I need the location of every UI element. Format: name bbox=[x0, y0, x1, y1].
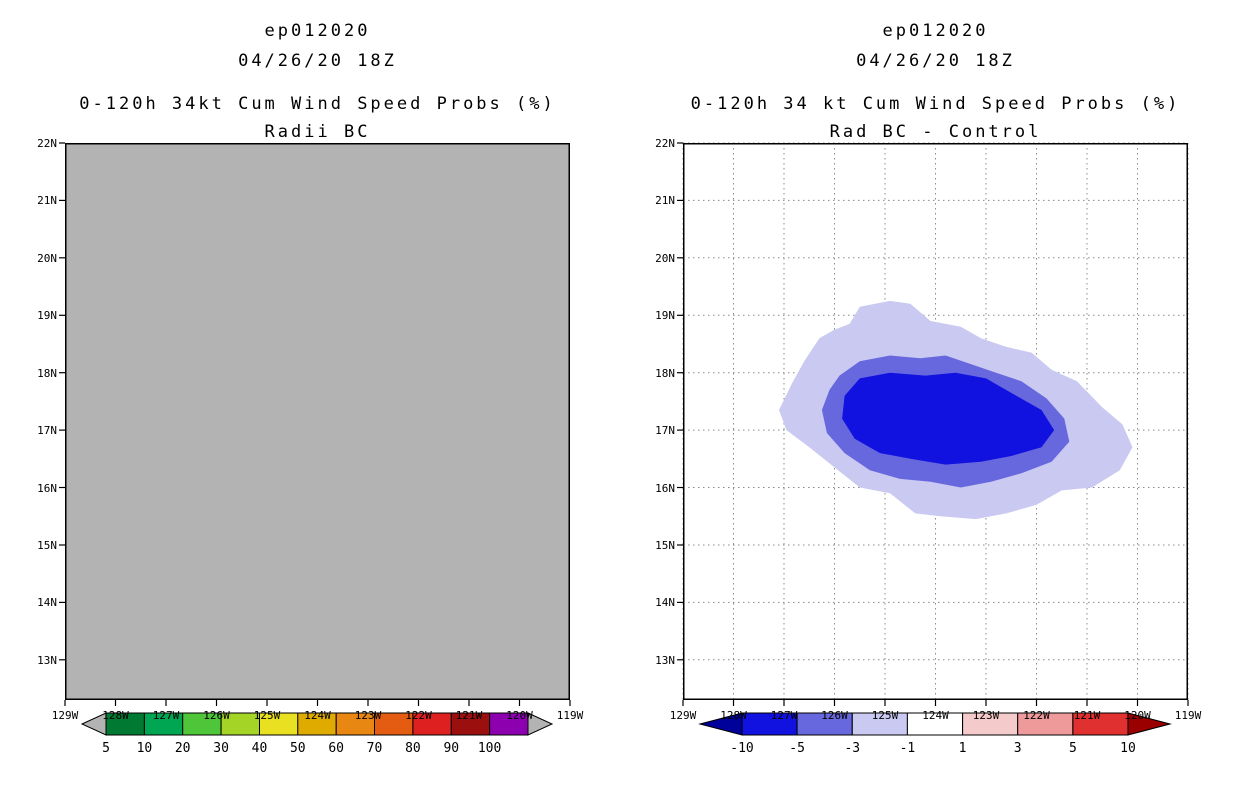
colorbar-tick-label: 20 bbox=[175, 741, 191, 756]
colorbar-tick-label: -10 bbox=[730, 741, 753, 756]
lat-tick-label: 16N bbox=[655, 481, 675, 495]
lat-tick-label: 21N bbox=[655, 194, 675, 208]
lat-tick-label: 20N bbox=[655, 251, 675, 265]
lon-tick-label: 129W bbox=[51, 709, 79, 722]
colorbar-tick-label: 10 bbox=[137, 741, 153, 756]
map-frame bbox=[683, 143, 1188, 700]
map-frame bbox=[65, 143, 570, 700]
lon-tick-label: 126W bbox=[203, 709, 230, 722]
colorbar-tick-label: 30 bbox=[213, 741, 229, 756]
colorbar-tick-label: 100 bbox=[478, 741, 501, 756]
lat-tick-label: 14N bbox=[655, 596, 675, 610]
colorbar-right-arrow bbox=[527, 712, 554, 736]
colorbar-tick-label: -3 bbox=[844, 741, 860, 756]
colorbar-tick-label: 1 bbox=[959, 741, 967, 756]
colorbar: 5 10 20 30 40 50 60 70 80 90 100 bbox=[80, 712, 554, 756]
lat-tick-label: 20N bbox=[37, 251, 57, 265]
lon-tick-label: 123W bbox=[972, 709, 1000, 722]
right-chart-panel: ep012020 04/26/20 18Z 0-120h 34 kt Cum W… bbox=[618, 0, 1236, 800]
colorbar-tick-label: 5 bbox=[1069, 741, 1077, 756]
lon-tick-label: 121W bbox=[1073, 709, 1101, 722]
lon-tick-label: 128W bbox=[720, 709, 747, 722]
lat-tick-label: 17N bbox=[37, 424, 57, 438]
lon-tick-label: 127W bbox=[770, 709, 798, 722]
lon-tick-label: 122W bbox=[1023, 709, 1050, 722]
colorbar-tick-label: 80 bbox=[405, 741, 421, 756]
lon-tick-label: 125W bbox=[871, 709, 899, 722]
colorbar-tick-label: -5 bbox=[789, 741, 805, 756]
contour-fill-level--5 bbox=[842, 372, 1055, 465]
lat-tick-label: 19N bbox=[655, 309, 675, 323]
lon-tick-label: 119W bbox=[556, 709, 584, 722]
lon-tick-label: 123W bbox=[354, 709, 382, 722]
lon-tick-label: 125W bbox=[253, 709, 281, 722]
colorbar-right-arrow bbox=[1127, 712, 1172, 736]
lat-tick-label: 18N bbox=[37, 366, 57, 380]
lon-tick-label: 128W bbox=[102, 709, 129, 722]
right-heading-block: 0-120h 34 kt Cum Wind Speed Probs (%) Ra… bbox=[683, 90, 1188, 146]
lat-tick-label: 14N bbox=[37, 596, 57, 610]
chart-subheading: Radii BC bbox=[264, 122, 371, 142]
storm-id: ep012020 bbox=[882, 21, 989, 41]
lat-tick-label: 17N bbox=[655, 424, 675, 438]
chart-heading: 0-120h 34 kt Cum Wind Speed Probs (%) bbox=[690, 94, 1181, 114]
lon-tick-label: 120W bbox=[506, 709, 533, 722]
lon-tick-label: 127W bbox=[152, 709, 180, 722]
init-time: 04/26/20 18Z bbox=[856, 51, 1015, 71]
colorbar-tick-label: 50 bbox=[290, 741, 306, 756]
storm-id: ep012020 bbox=[264, 21, 371, 41]
map-plot bbox=[59, 142, 571, 706]
lat-tick-label: 18N bbox=[655, 366, 675, 380]
lon-tick-label: 129W bbox=[669, 709, 697, 722]
init-time: 04/26/20 18Z bbox=[238, 51, 397, 71]
left-chart-panel: ep012020 04/26/20 18Z 0-120h 34kt Cum Wi… bbox=[37, 16, 584, 756]
lat-tick-label: 16N bbox=[37, 481, 57, 495]
lat-tick-label: 13N bbox=[655, 653, 675, 667]
colorbar-tick-label: 60 bbox=[328, 741, 344, 756]
colorbar: -10 -5 -3 -1 1 3 5 10 bbox=[698, 712, 1172, 756]
colorbar-tick-label: 40 bbox=[252, 741, 268, 756]
lat-tick-label: 22N bbox=[655, 137, 675, 150]
chart-subheading: Rad BC - Control bbox=[829, 122, 1042, 142]
map-background bbox=[65, 143, 570, 700]
colorbar-tick-label: -1 bbox=[900, 741, 916, 756]
chart-heading: 0-120h 34kt Cum Wind Speed Probs (%) bbox=[79, 94, 556, 114]
lat-tick-label: 22N bbox=[37, 137, 57, 150]
colorbar-tick-label: 5 bbox=[102, 741, 110, 756]
map-plot bbox=[677, 142, 1189, 706]
lon-tick-label: 121W bbox=[455, 709, 483, 722]
lat-tick-label: 19N bbox=[37, 309, 57, 323]
lat-tick-label: 21N bbox=[37, 194, 57, 208]
left-title-block: ep012020 04/26/20 18Z bbox=[65, 16, 570, 76]
lon-tick-label: 122W bbox=[405, 709, 432, 722]
right-title-block: ep012020 04/26/20 18Z bbox=[683, 16, 1188, 76]
lat-tick-label: 15N bbox=[37, 538, 57, 552]
lat-tick-label: 15N bbox=[655, 538, 675, 552]
left-heading-block: 0-120h 34kt Cum Wind Speed Probs (%) Rad… bbox=[65, 90, 570, 146]
colorbar-tick-label: 70 bbox=[367, 741, 383, 756]
lon-tick-label: 119W bbox=[1174, 709, 1202, 722]
colorbar-tick-label: 90 bbox=[443, 741, 459, 756]
lon-tick-label: 124W bbox=[304, 709, 331, 722]
lon-tick-label: 126W bbox=[821, 709, 848, 722]
lat-tick-label: 13N bbox=[37, 653, 57, 667]
colorbar-tick-label: 10 bbox=[1120, 741, 1136, 756]
lon-tick-label: 124W bbox=[922, 709, 949, 722]
lon-tick-label: 120W bbox=[1124, 709, 1151, 722]
colorbar-tick-label: 3 bbox=[1014, 741, 1022, 756]
